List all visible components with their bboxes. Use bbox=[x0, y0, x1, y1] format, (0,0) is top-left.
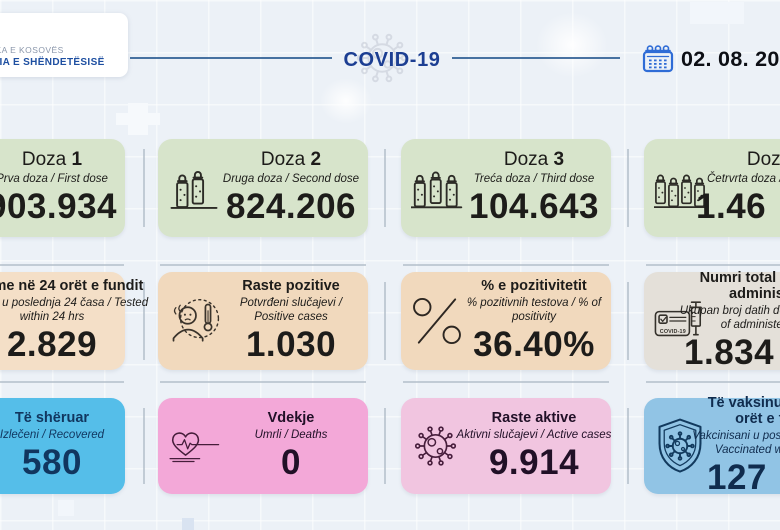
virus-watermark-icon bbox=[352, 26, 416, 90]
ministry-logo: REPUBLIKA E KOSOVËS MINISTRIA E SHËNDETË… bbox=[0, 13, 128, 77]
grid-divider bbox=[384, 282, 386, 360]
card-positivity-rate: % e pozitivitetit % pozitivnih testova /… bbox=[401, 272, 611, 370]
grid-divider bbox=[143, 149, 145, 227]
card-title: Të shëruar bbox=[14, 410, 90, 427]
card-value: 0 bbox=[281, 443, 301, 482]
card-total-administered: COVID-19 Numri total i dozave të adminis… bbox=[644, 269, 780, 373]
background-tile bbox=[116, 113, 160, 125]
percent-icon bbox=[411, 293, 463, 349]
card-subtitle: Četrvrta doza / Fourth dose bbox=[707, 172, 780, 185]
card-title: Testime në 24 orët e fundit bbox=[0, 278, 144, 295]
background-tile bbox=[58, 500, 74, 516]
card-subtitle: Treća doza / Third dose bbox=[473, 172, 595, 185]
card-subtitle: Umrli / Deaths bbox=[254, 428, 328, 441]
card-subtitle: Potvrđeni slučajevi / Positive cases bbox=[239, 296, 343, 323]
background-tile bbox=[182, 518, 194, 530]
card-title: Vdekje bbox=[267, 410, 315, 427]
ampoules-4-icon bbox=[654, 164, 706, 212]
grid-divider bbox=[384, 408, 386, 484]
grid-divider bbox=[0, 264, 124, 266]
card-value: 580 bbox=[22, 443, 82, 482]
header-rule-left bbox=[130, 57, 332, 59]
page-title: COVID-19 bbox=[343, 49, 441, 71]
card-value: 903.934 bbox=[0, 187, 118, 227]
card-vaccinated-24h: Të vaksinuarit në 24 orët e fundit Vakci… bbox=[644, 394, 780, 498]
card-active-cases: Raste aktive Aktivni slučajevi / Active … bbox=[401, 398, 611, 494]
card-tested-24h: Testime në 24 orët e fundit Testirani u … bbox=[0, 272, 148, 370]
card-title: Numri total i dozave të administruara bbox=[699, 269, 780, 303]
ampoules-2-icon bbox=[168, 164, 220, 212]
card-subtitle: Vakcinisani u poslednja 24 časa / Vaccin… bbox=[692, 429, 780, 457]
card-dose-4: Doza 4 Četrvrta doza / Fourth dose 1.46 bbox=[644, 139, 780, 237]
card-subtitle: % pozitivnih testova / % of positivity bbox=[466, 296, 602, 323]
card-value: 824.206 bbox=[225, 187, 357, 227]
card-deaths: Vdekje Umrli / Deaths 0 bbox=[158, 398, 368, 494]
card-subtitle: Aktivni slučajevi / Active cases bbox=[456, 428, 612, 441]
grid-divider bbox=[646, 381, 780, 383]
grid-divider bbox=[646, 264, 780, 266]
logo-line1: REPUBLIKA E KOSOVËS bbox=[0, 45, 64, 55]
grid-divider bbox=[143, 408, 145, 484]
header-rule-right bbox=[452, 57, 620, 59]
card-value: 1.030 bbox=[245, 325, 337, 365]
card-title: Raste aktive bbox=[491, 410, 577, 427]
card-value: 2.829 bbox=[6, 325, 98, 365]
card-value: 127 bbox=[707, 458, 767, 498]
ampoules-3-icon bbox=[411, 164, 463, 212]
virus-icon bbox=[411, 418, 463, 474]
logo-line2: MINISTRIA E SHËNDETËSISË bbox=[0, 57, 105, 68]
card-subtitle: Testirani u poslednja 24 časa / Tested w… bbox=[0, 296, 149, 323]
card-value: 1.834 bbox=[684, 333, 775, 373]
card-dose-1: Doza 1 Prva doza / First dose 903.934 bbox=[0, 139, 125, 237]
card-title: Të vaksinuarit në 24 orët e fundit bbox=[707, 394, 780, 428]
fever-person-icon bbox=[168, 293, 220, 349]
grid-divider bbox=[143, 282, 145, 360]
card-value: 1.46 bbox=[696, 187, 767, 227]
grid-divider bbox=[403, 381, 609, 383]
grid-divider bbox=[627, 282, 629, 360]
grid-divider bbox=[0, 381, 124, 383]
card-title: Raste pozitive bbox=[242, 278, 340, 295]
card-title: Doza 1 bbox=[21, 149, 83, 171]
grid-divider bbox=[627, 408, 629, 484]
grid-divider bbox=[403, 264, 609, 266]
card-subtitle: Druga doza / Second dose bbox=[222, 172, 360, 185]
card-value: 104.643 bbox=[468, 187, 600, 227]
card-dose-3: Doza 3 Treća doza / Third dose 104.643 bbox=[401, 139, 611, 237]
card-title: Doza 3 bbox=[503, 149, 565, 171]
card-subtitle: Izlečeni / Recovered bbox=[0, 428, 105, 441]
card-title: % e pozitivitetit bbox=[481, 278, 587, 295]
grid-divider bbox=[627, 149, 629, 227]
card-recovered: Të shëruar Izlečeni / Recovered 580 bbox=[0, 398, 125, 494]
vaccine-card-label: COVID-19 bbox=[660, 329, 686, 335]
heart-pulse-icon bbox=[168, 423, 220, 469]
vaccine-record-icon: COVID-19 bbox=[654, 295, 706, 347]
card-title: Doza 2 bbox=[260, 149, 322, 171]
grid-divider bbox=[384, 149, 386, 227]
card-dose-2: Doza 2 Druga doza / Second dose 824.206 bbox=[158, 139, 368, 237]
background-glow bbox=[536, 12, 608, 78]
card-value: 9.914 bbox=[488, 443, 580, 482]
background-tile bbox=[128, 103, 148, 135]
card-subtitle: Prva doza / First dose bbox=[0, 172, 108, 185]
card-title: Doza 4 bbox=[746, 149, 780, 171]
grid-divider bbox=[160, 381, 366, 383]
card-subtitle: Ukupan broj datih doza / Total number of… bbox=[679, 304, 780, 332]
shield-virus-icon bbox=[654, 417, 706, 475]
card-value: 36.40% bbox=[473, 325, 595, 365]
grid-divider bbox=[160, 264, 366, 266]
card-positive-cases: Raste pozitive Potvrđeni slučajevi / Pos… bbox=[158, 272, 368, 370]
report-date: 02. 08. 2022 bbox=[681, 47, 780, 71]
calendar-icon bbox=[640, 44, 676, 74]
background-tile bbox=[690, 2, 744, 24]
